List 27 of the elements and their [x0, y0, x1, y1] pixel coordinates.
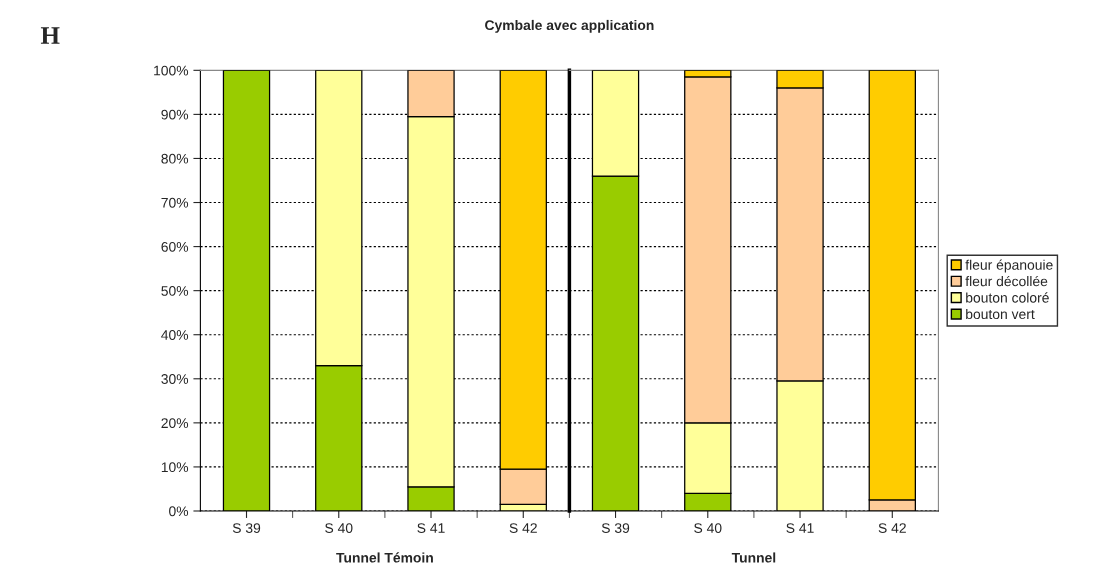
legend-label: fleur épanouie — [965, 259, 1053, 273]
x-tick-label: S 42 — [509, 523, 537, 533]
y-tick-label: 30% — [161, 374, 189, 384]
x-tick-label: S 39 — [601, 523, 630, 533]
x-tick-label: S 40 — [325, 523, 353, 533]
x-axis-title: Tunnel Témoin — [336, 552, 433, 563]
x-tick-label: S 39 — [232, 523, 261, 533]
y-tick-label: 60% — [161, 241, 189, 252]
y-tick-label: 50% — [161, 285, 189, 296]
legend-label: bouton coloré — [966, 292, 1049, 303]
y-tick-label: 80% — [161, 153, 189, 164]
legend-label: bouton vert — [966, 308, 1035, 320]
y-tick-label: 70% — [161, 197, 189, 208]
x-tick-label: S 40 — [694, 523, 722, 533]
chart-title: Cymbale avec application — [485, 19, 654, 33]
y-tick-label: 20% — [161, 418, 189, 429]
y-tick-label: 100% — [154, 65, 189, 76]
y-tick-label: 10% — [161, 462, 189, 473]
y-tick-label: 0% — [169, 506, 189, 517]
y-tick-label: 40% — [161, 330, 189, 340]
y-tick-label: 90% — [161, 109, 189, 120]
legend-label: fleur décollée — [965, 275, 1048, 287]
x-tick-label: S 42 — [878, 523, 906, 533]
x-tick-label: S 41 — [417, 523, 445, 533]
text: H — [40, 27, 60, 44]
x-tick-label: S 41 — [786, 523, 814, 533]
x-axis-title: Tunnel — [731, 552, 776, 563]
